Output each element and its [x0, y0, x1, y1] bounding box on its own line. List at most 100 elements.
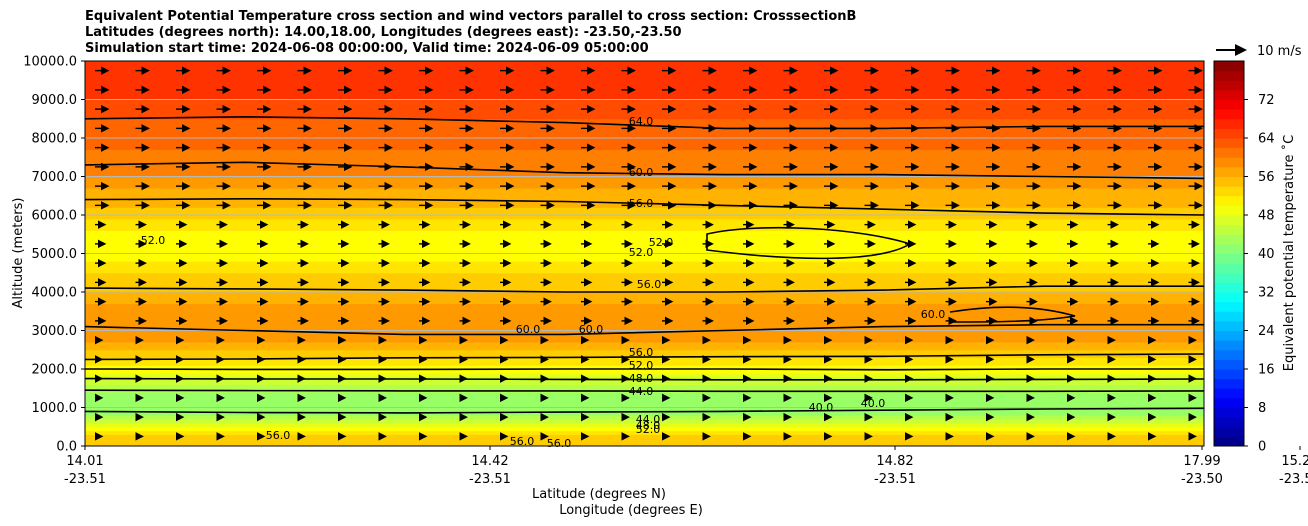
contour-line-56.0 — [85, 353, 1204, 361]
x-tick-lat: 14.01 — [66, 454, 103, 469]
contour-line-48.0 — [85, 377, 1204, 381]
field-band — [85, 233, 1204, 239]
x-axis: 14.01 -23.51 14.42 -23.51 14.82 -23.51 15.23 -2… — [64, 446, 1308, 487]
field-band — [85, 149, 1204, 154]
field-band — [85, 110, 1204, 116]
field-band — [85, 183, 1204, 189]
y-tick-label: 7000.0 — [32, 170, 78, 185]
field-band — [85, 179, 1204, 185]
contour-lines — [85, 115, 1204, 414]
field-band — [85, 410, 1204, 416]
x-tick-lat: 17.99 — [1183, 454, 1220, 469]
quiver-key-label: 10 m/s — [1257, 44, 1302, 59]
field-band — [85, 322, 1204, 328]
contour-label: 56.0 — [629, 346, 654, 359]
colorbar-segment — [1214, 388, 1244, 399]
field-band — [85, 241, 1204, 247]
colorbar-segment — [1214, 340, 1244, 351]
theta-e-field — [85, 61, 1204, 446]
colorbar-segment — [1214, 311, 1244, 322]
contour-line-40.0 — [85, 407, 1204, 414]
colorbar-tick-label: 48 — [1258, 209, 1275, 224]
field-band — [85, 187, 1204, 193]
field-band — [85, 395, 1204, 401]
field-band — [85, 337, 1204, 343]
contour-label: 40.0 — [861, 397, 886, 410]
field-band — [85, 407, 1204, 412]
x-axis-label: Latitude (degrees N) — [532, 487, 666, 502]
colorbar-segment — [1214, 407, 1244, 418]
field-band — [85, 430, 1204, 435]
colorbar-segment — [1214, 89, 1244, 100]
field-band — [85, 306, 1204, 312]
field-band — [85, 433, 1204, 439]
field-band — [85, 360, 1204, 366]
contour-line-60.0 — [85, 161, 1204, 180]
field-band — [85, 114, 1204, 120]
field-band — [85, 353, 1204, 358]
colorbar-label: Equivalent potential temperature ˚C — [1281, 135, 1297, 371]
contour-label: 52.0 — [636, 423, 661, 436]
contour-label: 48.0 — [629, 372, 654, 385]
field-band — [85, 326, 1204, 331]
colorbar-segment — [1214, 224, 1244, 235]
field-band — [85, 437, 1204, 443]
y-tick-label: 8000.0 — [32, 132, 78, 147]
contour-label: 60.0 — [516, 323, 541, 336]
colorbar-segment — [1214, 426, 1244, 437]
colorbar-tick-label: 64 — [1258, 132, 1275, 147]
field-band — [85, 195, 1204, 201]
field-band — [85, 268, 1204, 274]
x-tick-lat: 14.42 — [471, 454, 508, 469]
x-tick-lon: -23.50 — [1181, 472, 1223, 487]
contour-label: 60.0 — [921, 308, 946, 321]
colorbar-segment — [1214, 138, 1244, 149]
colorbar-segment — [1214, 253, 1244, 264]
field-band — [85, 279, 1204, 285]
colorbar-tick-label: 56 — [1258, 170, 1275, 185]
colorbar-segment — [1214, 195, 1244, 206]
field-band — [85, 218, 1204, 224]
field-band — [85, 156, 1204, 162]
field-band — [85, 75, 1204, 81]
y-tick-label: 2000.0 — [32, 363, 78, 378]
field-band — [85, 99, 1204, 104]
colorbar-segment — [1214, 417, 1244, 428]
x-axis-label-2: Longitude (degrees E) — [559, 503, 703, 518]
contour-line-64.0 — [85, 115, 1204, 130]
field-band — [85, 441, 1204, 446]
field-band — [85, 214, 1204, 220]
field-band — [85, 72, 1204, 77]
field-band — [85, 310, 1204, 316]
field-band — [85, 264, 1204, 270]
field-band — [85, 206, 1204, 212]
colorbar-segment — [1214, 118, 1244, 129]
y-tick-label: 5000.0 — [32, 247, 78, 262]
contour-label: 60.0 — [629, 166, 654, 179]
field-band — [85, 79, 1204, 85]
contour-label: 56.0 — [629, 197, 654, 210]
field-band — [85, 303, 1204, 308]
field-band — [85, 202, 1204, 208]
colorbar-segment — [1214, 99, 1244, 110]
contour-label: 64.0 — [629, 115, 654, 128]
contour-label: 44.0 — [629, 385, 654, 398]
contour-label: 52.0 — [141, 234, 166, 247]
colorbar-tick-label: 40 — [1258, 247, 1275, 262]
field-band — [85, 249, 1204, 254]
x-tick-lon: -23.51 — [874, 472, 916, 487]
contour-line-56.0 — [85, 285, 1204, 293]
field-band — [85, 372, 1204, 378]
field-band — [85, 426, 1204, 432]
field-band — [85, 164, 1204, 170]
colorbar-segment — [1214, 272, 1244, 283]
field-band — [85, 95, 1204, 100]
colorbar-tick-label: 32 — [1258, 286, 1275, 301]
field-band — [85, 176, 1204, 181]
field-band — [85, 364, 1204, 370]
contour-line-60.0-pocket — [949, 306, 1076, 323]
contour-label: 44.0 — [636, 413, 661, 426]
colorbar-segment — [1214, 397, 1244, 408]
field-band — [85, 349, 1204, 355]
field-band — [85, 191, 1204, 197]
